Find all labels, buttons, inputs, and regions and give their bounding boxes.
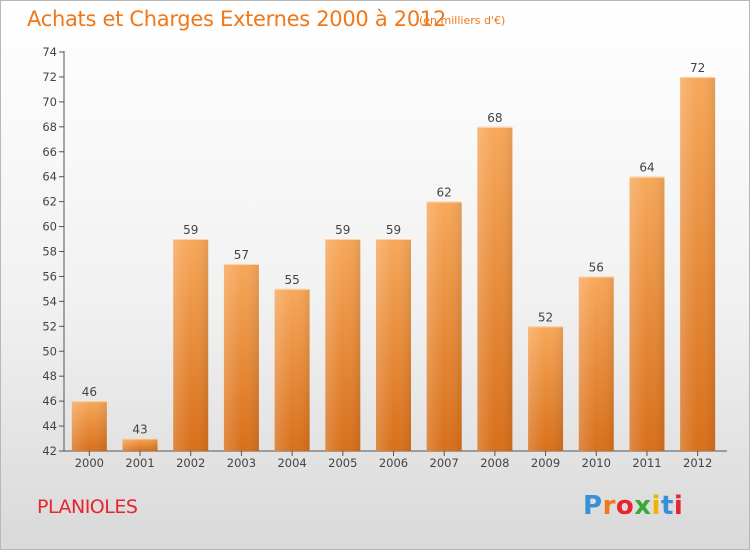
bar-shading bbox=[629, 176, 665, 451]
bar-value-label: 46 bbox=[82, 385, 97, 399]
brand-letter: i bbox=[651, 491, 661, 521]
bar-value-label: 55 bbox=[284, 273, 299, 287]
bar-value-label: 52 bbox=[538, 310, 553, 324]
bar-shading bbox=[376, 239, 411, 451]
bar-shading bbox=[122, 438, 158, 451]
y-tick-label: 56 bbox=[42, 269, 57, 283]
x-tick-label: 2009 bbox=[531, 456, 560, 470]
y-tick-label: 46 bbox=[42, 394, 57, 408]
bar-shading bbox=[477, 126, 513, 451]
x-tick-label: 2002 bbox=[176, 456, 205, 470]
bar-value-label: 59 bbox=[386, 223, 401, 237]
chart-axes: 42 44 46 48 50 52 54 56 58 60 62 64 66 68 70 72 74 bbox=[42, 45, 727, 458]
y-tick-label: 68 bbox=[42, 120, 57, 134]
bar-shading bbox=[223, 263, 259, 451]
brand-letter: P bbox=[583, 491, 603, 521]
y-tick-label: 62 bbox=[42, 195, 57, 209]
x-tick-label: 2007 bbox=[430, 456, 459, 470]
x-tick-label: 2003 bbox=[227, 456, 256, 470]
bar-shading bbox=[325, 239, 361, 451]
y-tick-label: 72 bbox=[42, 70, 57, 84]
bar-shading bbox=[578, 276, 614, 451]
x-tick-label: 2012 bbox=[683, 456, 712, 470]
x-tick-label: 2001 bbox=[125, 456, 154, 470]
y-tick-label: 42 bbox=[42, 444, 57, 458]
bar-value-label: 68 bbox=[487, 111, 502, 125]
bar-value-label: 59 bbox=[335, 223, 350, 237]
bar-shading bbox=[680, 76, 716, 451]
y-tick-label: 64 bbox=[42, 170, 57, 184]
y-tick-label: 50 bbox=[42, 344, 57, 358]
chart-labels: 46 2000 43 2001 59 2002 57 2003 55 2004 59 2005 59 20… bbox=[75, 61, 713, 470]
bar-value-label: 64 bbox=[639, 161, 654, 175]
y-tick-label: 54 bbox=[42, 294, 57, 308]
bar-shading bbox=[426, 201, 462, 451]
y-tick-label: 52 bbox=[42, 319, 57, 333]
brand-letter: i bbox=[673, 491, 684, 521]
y-tick-label: 66 bbox=[42, 145, 57, 159]
x-tick-label: 2000 bbox=[75, 456, 104, 470]
brand-letter: x bbox=[634, 491, 652, 521]
bar-value-label: 62 bbox=[437, 186, 452, 200]
brand-logo: Proxiti bbox=[583, 491, 683, 521]
bar-value-label: 72 bbox=[690, 61, 705, 75]
bar-shading bbox=[173, 239, 209, 451]
chart-unit: (en milliers d'€) bbox=[419, 14, 506, 27]
brand-letter: t bbox=[660, 491, 674, 521]
x-tick-label: 2011 bbox=[632, 456, 661, 470]
bar-value-label: 43 bbox=[132, 423, 147, 437]
commune-name: PLANIOLES bbox=[37, 496, 138, 518]
brand-letter: o bbox=[615, 491, 635, 521]
y-tick-label: 74 bbox=[42, 45, 57, 59]
y-tick-label: 44 bbox=[42, 419, 57, 433]
x-tick-label: 2005 bbox=[328, 456, 357, 470]
brand-letter: r bbox=[602, 491, 616, 521]
y-tick-label: 58 bbox=[42, 245, 57, 259]
bar-shading bbox=[274, 288, 310, 451]
x-tick-label: 2004 bbox=[277, 456, 306, 470]
chart-title: Achats et Charges Externes 2000 à 2012 bbox=[27, 7, 447, 31]
bar-value-label: 56 bbox=[589, 260, 604, 274]
bar-shading bbox=[528, 326, 564, 451]
bar-value-label: 59 bbox=[183, 223, 198, 237]
bar-value-label: 57 bbox=[234, 248, 249, 262]
x-tick-label: 2008 bbox=[480, 456, 509, 470]
y-tick-label: 70 bbox=[42, 95, 57, 109]
x-tick-label: 2010 bbox=[582, 456, 611, 470]
chart-bars bbox=[71, 76, 716, 451]
x-tick-label: 2006 bbox=[379, 456, 408, 470]
bar-shading bbox=[71, 401, 107, 451]
y-tick-label: 60 bbox=[42, 220, 57, 234]
y-tick-label: 48 bbox=[42, 369, 57, 383]
